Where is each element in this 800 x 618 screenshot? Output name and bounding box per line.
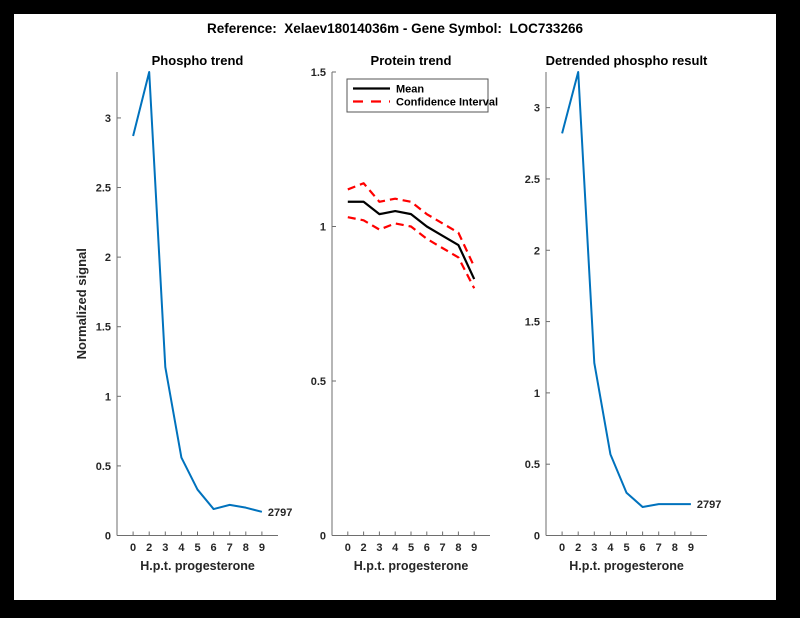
- x-tick-label: 3: [162, 542, 168, 554]
- series-line-detrended-phospho-signal: [561, 71, 691, 508]
- x-tick-label: 3: [376, 542, 382, 554]
- x-tick-label: 6: [424, 542, 430, 554]
- series-line-confidence-interval-lower: [347, 216, 476, 289]
- x-tick-label: 5: [194, 542, 200, 554]
- x-tick-label: 5: [408, 542, 414, 554]
- y-tick-label: 0: [320, 531, 326, 543]
- x-tick-label: 0: [130, 542, 136, 554]
- legend-label: Mean: [396, 84, 424, 96]
- y-tick-label: 1: [320, 222, 326, 234]
- x-tick-label: 5: [623, 542, 629, 554]
- x-tick-label: 4: [178, 542, 185, 554]
- x-axis-label: H.p.t. progesterone: [140, 559, 255, 573]
- legend-box: [346, 78, 489, 113]
- x-tick-label: 7: [440, 542, 446, 554]
- y-tick-label: 2.5: [525, 174, 540, 186]
- y-tick-label: 0.5: [96, 461, 111, 473]
- x-tick-label: 6: [211, 542, 217, 554]
- figure-title: Reference: Xelaev18014036m - Gene Symbol…: [207, 21, 583, 36]
- x-tick-label: 2: [575, 542, 581, 554]
- x-tick-label: 7: [656, 542, 662, 554]
- x-tick-label: 6: [640, 542, 646, 554]
- subplot-title: Protein trend: [371, 53, 452, 68]
- y-tick-label: 3: [534, 103, 540, 115]
- subplot-title: Detrended phospho result: [546, 53, 708, 68]
- series-line-mean: [347, 200, 476, 280]
- x-tick-label: 0: [345, 542, 351, 554]
- y-tick-label: 0.5: [311, 376, 326, 388]
- x-axis-label: H.p.t. progesterone: [569, 559, 684, 573]
- y-tick-label: 1.5: [525, 317, 540, 329]
- y-tick-label: 2: [534, 245, 540, 257]
- x-tick-label: 4: [392, 542, 399, 554]
- x-tick-label: 3: [591, 542, 597, 554]
- y-tick-label: 2: [105, 252, 111, 264]
- series-line-confidence-interval-upper: [347, 182, 476, 268]
- y-tick-label: 1.5: [311, 67, 326, 79]
- y-axis-label: Normalized signal: [74, 248, 89, 359]
- y-tick-label: 0: [534, 531, 540, 543]
- x-tick-label: 9: [471, 542, 477, 554]
- y-tick-label: 0: [105, 531, 111, 543]
- y-tick-label: 1: [105, 391, 111, 403]
- y-tick-label: 2.5: [96, 183, 111, 195]
- x-tick-label: 8: [672, 542, 678, 554]
- x-tick-label: 2: [146, 542, 152, 554]
- matlab-figure-canvas: Reference: Xelaev18014036m - Gene Symbol…: [14, 14, 776, 600]
- x-tick-label: 8: [455, 542, 461, 554]
- subplot-title: Phospho trend: [152, 53, 244, 68]
- x-tick-label: 7: [227, 542, 233, 554]
- y-tick-label: 1.5: [96, 322, 111, 334]
- series-end-label: 2797: [268, 507, 292, 519]
- series-end-label: 2797: [697, 499, 721, 511]
- x-tick-label: 2: [361, 542, 367, 554]
- y-tick-label: 3: [105, 113, 111, 125]
- x-axis-label: H.p.t. progesterone: [354, 559, 469, 573]
- x-tick-label: 9: [259, 542, 265, 554]
- y-tick-label: 0.5: [525, 459, 540, 471]
- x-tick-label: 9: [688, 542, 694, 554]
- y-tick-label: 1: [534, 388, 540, 400]
- x-tick-label: 8: [243, 542, 249, 554]
- x-tick-label: 0: [559, 542, 565, 554]
- x-tick-label: 4: [607, 542, 614, 554]
- series-line-phospho-signal: [132, 71, 263, 513]
- legend-label: Confidence Interval: [396, 97, 498, 109]
